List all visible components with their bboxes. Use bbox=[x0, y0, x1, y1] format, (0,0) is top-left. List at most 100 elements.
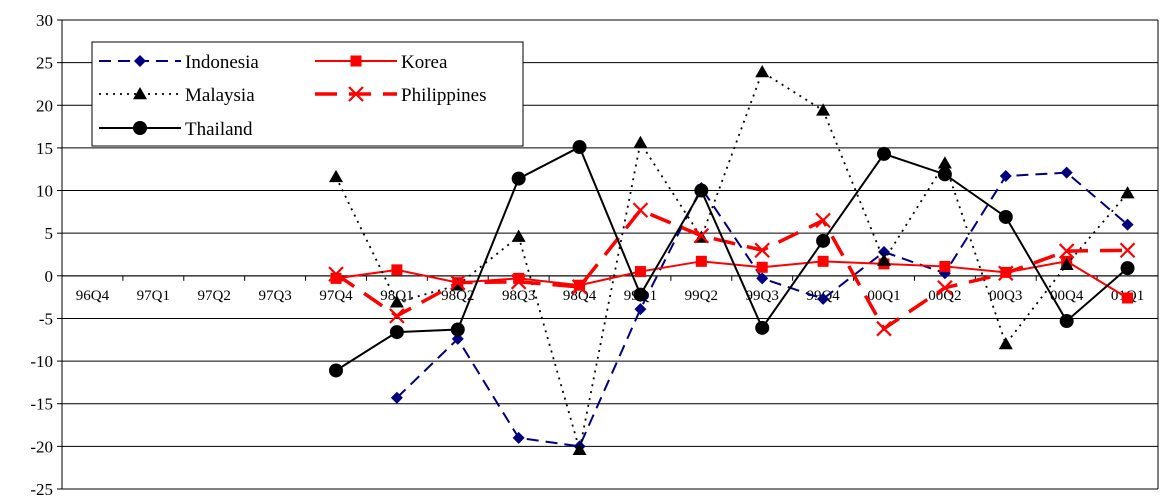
legend-swatch-marker bbox=[350, 55, 362, 67]
data-point-korea bbox=[634, 266, 646, 278]
data-point-korea bbox=[939, 260, 951, 272]
data-point-malaysia bbox=[1120, 186, 1135, 199]
data-point-korea bbox=[574, 279, 586, 291]
series-line-malaysia bbox=[335, 70, 1129, 451]
data-point-thailand bbox=[389, 325, 404, 340]
data-point-thailand bbox=[755, 320, 770, 335]
x-tick-label: 98Q3 bbox=[502, 288, 535, 304]
data-point-korea bbox=[817, 255, 829, 267]
data-point-philippines bbox=[1119, 242, 1136, 259]
x-tick-label: 00Q3 bbox=[989, 288, 1022, 304]
data-point-korea bbox=[391, 264, 403, 276]
data-point-thailand bbox=[998, 209, 1013, 224]
data-point-korea bbox=[756, 261, 768, 273]
x-tick-label: 98Q2 bbox=[441, 288, 474, 304]
data-point-thailand bbox=[329, 363, 343, 378]
legend-item-philippines: Philippines bbox=[315, 85, 487, 106]
data-point-malaysia bbox=[389, 295, 404, 308]
series-line-philippines bbox=[335, 208, 1128, 332]
data-point-thailand bbox=[633, 287, 648, 302]
legend-swatch-marker bbox=[133, 121, 147, 135]
y-tick-label: -25 bbox=[30, 480, 53, 499]
data-point-philippines bbox=[937, 279, 953, 296]
data-point-indonesia bbox=[1060, 166, 1073, 179]
legend-item-korea: Korea bbox=[315, 52, 448, 73]
x-tick-label: 99Q2 bbox=[685, 288, 718, 304]
axes bbox=[57, 19, 1159, 490]
y-tick-label: 15 bbox=[36, 139, 53, 158]
data-point-philippines bbox=[754, 242, 770, 259]
series-line-indonesia bbox=[396, 171, 1129, 448]
data-point-thailand bbox=[450, 322, 465, 337]
legend-item-thailand: Thailand bbox=[99, 119, 253, 140]
legend-item-malaysia: Malaysia bbox=[99, 85, 255, 106]
x-tick-label: 97Q2 bbox=[198, 288, 231, 304]
data-point-indonesia bbox=[390, 391, 403, 404]
data-point-malaysia bbox=[816, 103, 831, 116]
data-point-indonesia bbox=[817, 292, 830, 305]
series-group bbox=[328, 65, 1136, 456]
x-tick-label: 00Q1 bbox=[867, 288, 900, 304]
data-point-malaysia bbox=[511, 229, 526, 242]
data-point-philippines bbox=[632, 202, 649, 218]
data-point-korea bbox=[1122, 292, 1134, 304]
data-point-korea bbox=[513, 272, 525, 284]
y-tick-label: 25 bbox=[36, 54, 53, 73]
data-point-philippines bbox=[510, 274, 527, 290]
series-line-thailand bbox=[335, 145, 1129, 372]
x-tick-label: 97Q1 bbox=[137, 288, 170, 304]
data-point-malaysia bbox=[572, 442, 587, 456]
series-indonesia bbox=[390, 166, 1134, 453]
data-point-thailand bbox=[694, 183, 709, 198]
x-tick-label: 00Q4 bbox=[1050, 288, 1084, 304]
x-tick-label: 99Q3 bbox=[746, 288, 779, 304]
data-point-thailand bbox=[816, 233, 831, 248]
data-point-malaysia bbox=[633, 135, 648, 149]
x-tick-label: 96Q4 bbox=[76, 288, 110, 304]
series-thailand bbox=[329, 140, 1135, 378]
y-tick-label: 20 bbox=[36, 96, 53, 115]
data-point-malaysia bbox=[755, 65, 770, 78]
y-tick-label: -15 bbox=[30, 395, 53, 414]
legend-label: Indonesia bbox=[185, 52, 259, 73]
data-point-philippines bbox=[571, 279, 588, 295]
data-point-indonesia bbox=[634, 303, 647, 316]
legend-swatch-marker bbox=[134, 55, 146, 67]
data-point-malaysia bbox=[937, 156, 952, 169]
data-point-indonesia bbox=[878, 245, 890, 258]
data-point-philippines bbox=[693, 227, 710, 244]
data-point-malaysia bbox=[329, 169, 343, 183]
y-tick-label: 10 bbox=[36, 182, 53, 201]
data-point-indonesia bbox=[999, 170, 1012, 183]
data-point-korea bbox=[330, 272, 342, 284]
legend-label: Thailand bbox=[185, 119, 253, 140]
data-point-thailand bbox=[1059, 314, 1074, 329]
data-point-philippines bbox=[328, 266, 344, 282]
legend-item-indonesia: Indonesia bbox=[99, 52, 259, 73]
y-tick-label: -20 bbox=[30, 437, 53, 456]
y-tick-label: 0 bbox=[45, 267, 54, 286]
y-tick-label: 30 bbox=[36, 11, 53, 30]
legend-swatch-marker bbox=[133, 87, 147, 100]
data-point-philippines bbox=[815, 212, 831, 229]
data-point-thailand bbox=[572, 140, 587, 155]
data-point-malaysia bbox=[1059, 257, 1074, 270]
series-philippines bbox=[328, 202, 1136, 337]
x-tick-label: 00Q2 bbox=[928, 288, 961, 304]
y-tick-labels: 30 25 20 15 10 5 0 -5 -10 -15 -20 -25 bbox=[30, 11, 53, 499]
data-point-indonesia bbox=[756, 272, 769, 285]
data-point-philippines bbox=[389, 308, 405, 324]
legend: Indonesia Malaysia Thailand Korea Philippine… bbox=[91, 41, 524, 147]
legend-label: Philippines bbox=[401, 85, 487, 106]
data-point-indonesia bbox=[451, 332, 464, 345]
x-tick-label: 98Q4 bbox=[563, 288, 597, 304]
data-point-malaysia bbox=[877, 253, 891, 266]
data-point-philippines bbox=[450, 274, 466, 291]
data-point-indonesia bbox=[512, 431, 525, 444]
y-tick-label: 5 bbox=[45, 224, 54, 243]
data-point-korea bbox=[695, 255, 707, 267]
y-tick-label: -5 bbox=[39, 309, 53, 328]
data-point-philippines bbox=[876, 320, 892, 337]
x-tick-label: 97Q3 bbox=[258, 288, 291, 304]
